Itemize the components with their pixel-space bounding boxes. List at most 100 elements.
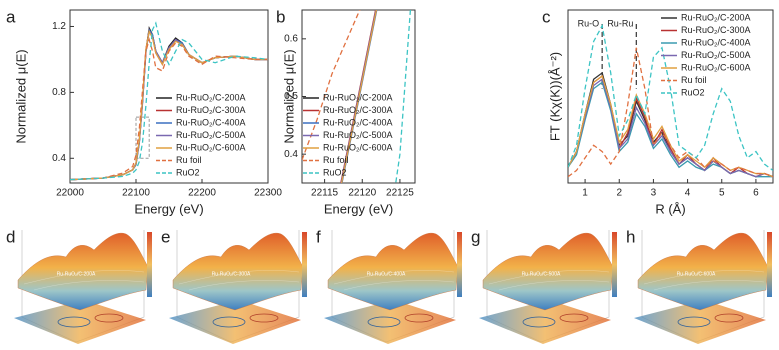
wavelet-surface <box>327 232 459 311</box>
wavelet-surface <box>637 232 769 311</box>
colorbar <box>147 232 152 297</box>
annotation: Ru-Ru <box>607 18 633 28</box>
floor-plane <box>169 300 301 344</box>
floor-contour <box>522 316 556 328</box>
panel-letter: d <box>6 227 15 246</box>
colorbar <box>767 232 772 297</box>
x-tick-label: 6 <box>753 188 759 199</box>
panel-letter: a <box>6 7 16 26</box>
legend-entry: Ru-RuO₂/C-400A <box>323 117 393 127</box>
floor-contour <box>559 313 589 323</box>
y-tick-label: 0.4 <box>52 153 66 164</box>
y-tick-label: 0.8 <box>52 87 66 98</box>
floor-plane <box>479 300 611 344</box>
legend-entry: Ru-RuO₂/C-300A <box>681 25 751 35</box>
legend-entry: Ru-RuO₂/C-300A <box>176 105 246 115</box>
legend-entry: Ru-RuO₂/C-600A <box>176 142 246 152</box>
legend-entry: Ru-RuO₂/C-500A <box>176 130 246 140</box>
legend-entry: Ru-RuO₂/C-500A <box>681 50 751 60</box>
colorbar <box>457 232 462 297</box>
legend-entry: Ru-RuO₂/C-500A <box>323 130 393 140</box>
colorbar <box>612 232 617 297</box>
series-line <box>302 10 361 161</box>
sample-label: Ru-RuO₂/C-500A <box>522 271 561 277</box>
legend-entry: Ru foil <box>176 155 202 165</box>
y-axis-title: FT (Kχ(K))(Å⁻²) <box>547 52 562 141</box>
series-line <box>568 47 773 178</box>
legend-entry: Ru-RuO₂/C-600A <box>681 62 751 72</box>
series-line <box>568 23 773 171</box>
legend-entry: RuO2 <box>176 167 200 177</box>
x-tick-label: 5 <box>719 188 725 199</box>
y-tick-label: 0.5 <box>284 91 298 102</box>
wavelet-panel: g Ru-RuO₂/C-500A <box>471 227 617 344</box>
floor-contour <box>249 313 279 323</box>
series-line <box>340 10 378 183</box>
legend-entry: Ru-RuO₂/C-200A <box>176 92 246 102</box>
panel-letter: f <box>316 227 321 246</box>
floor-contour <box>404 313 434 323</box>
x-tick-label: 22115 <box>311 188 339 199</box>
wavelet-panel: d Ru-RuO₂/C-200A <box>6 227 152 344</box>
panel-letter: c <box>542 7 551 26</box>
panel-letter: b <box>276 7 285 26</box>
x-tick-label: 22125 <box>386 188 414 199</box>
sample-label: Ru-RuO₂/C-400A <box>367 271 406 277</box>
y-tick-label: 0.6 <box>284 33 298 44</box>
wavelet-surface <box>17 232 149 311</box>
x-tick-label: 4 <box>685 188 691 199</box>
panel-letter: h <box>626 227 635 246</box>
x-tick-label: 22200 <box>188 188 216 199</box>
zoom-box <box>135 116 150 159</box>
series-line <box>70 21 268 181</box>
colorbar <box>302 232 307 297</box>
x-tick-label: 3 <box>651 188 657 199</box>
legend-entry: Ru-RuO₂/C-200A <box>323 92 393 102</box>
floor-plane <box>14 300 146 344</box>
plot-frame <box>69 9 269 184</box>
series-line <box>568 74 773 178</box>
legend-entry: RuO2 <box>323 167 347 177</box>
annotation: Ru-O <box>578 18 600 28</box>
wavelet-panel: f Ru-RuO₂/C-400A <box>316 227 462 344</box>
legend-entry: Ru-RuO₂/C-600A <box>323 142 393 152</box>
x-tick-label: 22000 <box>56 188 84 199</box>
panel-letter: e <box>161 227 170 246</box>
y-axis-title: Normalized μ(E) <box>13 49 28 143</box>
y-tick-label: 0.4 <box>284 149 298 160</box>
mesh-line <box>643 270 765 291</box>
x-tick-label: 1 <box>582 188 588 199</box>
x-axis-title: Energy (eV) <box>324 201 393 216</box>
floor-plane <box>324 300 456 344</box>
x-axis-title: Energy (eV) <box>134 201 203 216</box>
series-line <box>70 37 268 181</box>
wavelet-surface <box>482 232 614 311</box>
wavelet-panel: e Ru-RuO₂/C-300A <box>161 227 307 344</box>
floor-plane <box>634 300 766 344</box>
legend-entry: Ru-RuO₂/C-400A <box>681 37 751 47</box>
legend-entry: Ru foil <box>681 75 707 85</box>
x-tick-label: 22120 <box>348 188 376 199</box>
y-axis-title: Normalized μ(E) <box>281 49 296 143</box>
series-line <box>395 10 412 183</box>
floor-contour <box>714 313 744 323</box>
x-tick-label: 2 <box>616 188 622 199</box>
legend-entry: Ru-RuO₂/C-300A <box>323 105 393 115</box>
floor-contour <box>94 313 124 323</box>
panel-letter: g <box>471 227 480 246</box>
sample-label: Ru-RuO₂/C-200A <box>57 271 96 277</box>
mesh-line <box>333 270 455 291</box>
y-tick-label: 1.2 <box>52 21 66 32</box>
legend-entry: Ru-RuO₂/C-400A <box>176 117 246 127</box>
x-tick-label: 22300 <box>254 188 282 199</box>
floor-contour <box>367 316 401 328</box>
sample-label: Ru-RuO₂/C-300A <box>212 271 251 277</box>
floor-contour <box>57 316 91 328</box>
mesh-line <box>178 270 300 291</box>
mesh-line <box>23 270 145 291</box>
legend-entry: Ru foil <box>323 155 349 165</box>
sample-label: Ru-RuO₂/C-600A <box>677 271 716 277</box>
floor-contour <box>212 316 246 328</box>
series-line <box>568 81 773 178</box>
